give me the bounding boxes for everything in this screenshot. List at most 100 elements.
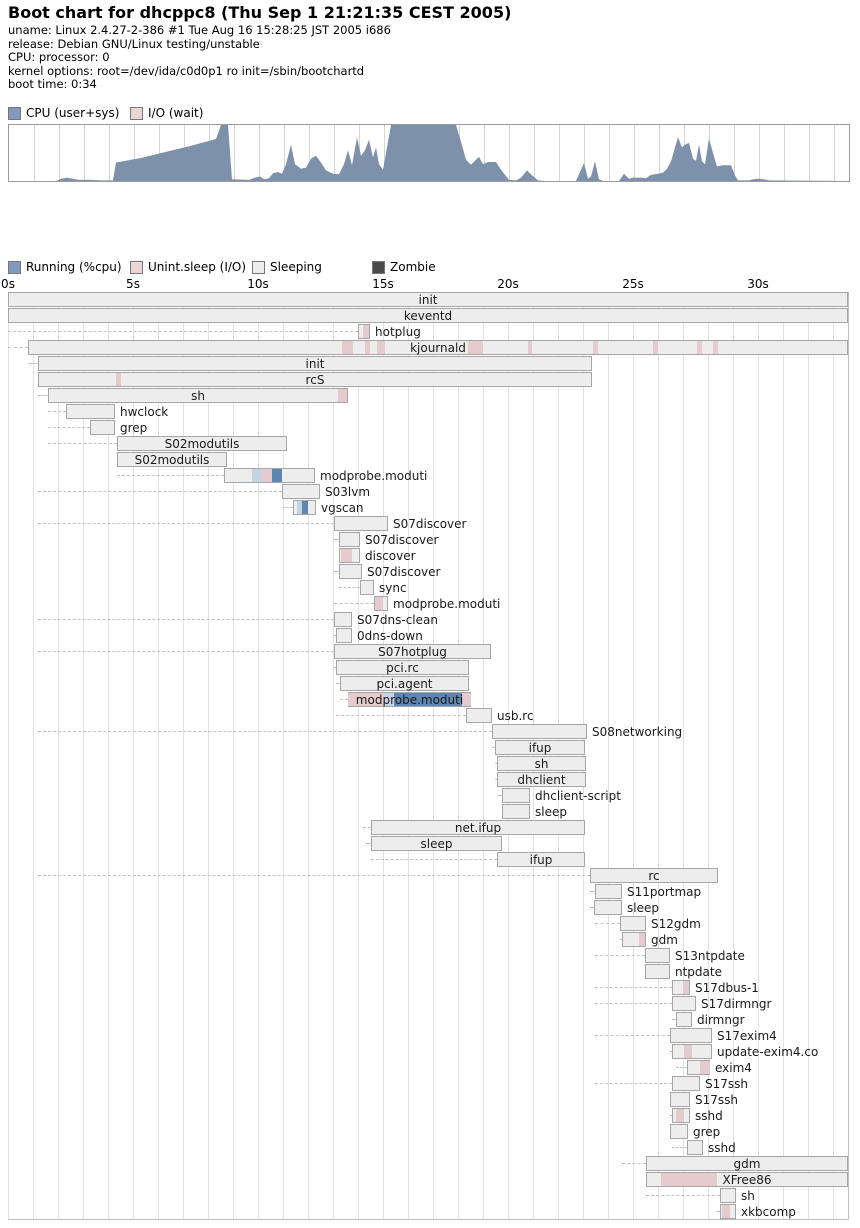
process-row: S02modutils (0, 436, 860, 452)
process-label: S17ssh (695, 1093, 738, 1107)
process-bar (38, 372, 592, 387)
process-row: S07dns-clean (0, 612, 860, 628)
process-gantt-chart: init keventd hotplug kjournald init rcS sh hwcl… (0, 292, 860, 1220)
io-wait-segment (375, 597, 383, 610)
process-row: modprobe.moduti (0, 596, 860, 612)
legend-item: CPU (user+sys) (8, 106, 119, 120)
io-wait-segment (700, 1061, 710, 1074)
process-row: pci.agent (0, 676, 860, 692)
time-tick-label: 30s (747, 277, 769, 291)
legend-swatch-icon (372, 260, 385, 274)
legend-label: Running (%cpu) (26, 260, 122, 274)
process-row: S07hotplug (0, 644, 860, 660)
io-wait-segment (468, 341, 483, 354)
process-row: S07discover (0, 564, 860, 580)
process-label: S07hotplug (378, 645, 447, 659)
process-label: sleep (420, 837, 453, 851)
process-row: S17dirmngr (0, 996, 860, 1012)
process-row: S07discover (0, 532, 860, 548)
legend-item: Sleeping (252, 260, 322, 274)
process-row: ifup (0, 852, 860, 868)
parent-connector-line (595, 1035, 670, 1036)
running-segment (252, 469, 262, 482)
parent-connector-line (282, 507, 293, 508)
process-row: S17ssh (0, 1092, 860, 1108)
running-segment (384, 693, 394, 706)
process-bar (670, 1092, 690, 1107)
process-label: pci.rc (386, 661, 419, 675)
io-wait-segment (462, 693, 471, 706)
io-wait-segment (341, 549, 352, 562)
process-bar (720, 1188, 736, 1203)
process-row: init (0, 356, 860, 372)
process-bar (339, 548, 360, 563)
process-row: xkbcomp (0, 1204, 860, 1220)
process-row: dhclient-script (0, 788, 860, 804)
process-bar (502, 788, 530, 803)
process-bar (672, 1076, 700, 1091)
io-wait-segment (697, 341, 702, 354)
process-label: S17dbus-1 (695, 981, 759, 995)
process-row: XFree86 (0, 1172, 860, 1188)
process-bar (224, 468, 315, 483)
process-row: keventd (0, 308, 860, 324)
process-bar (672, 1108, 690, 1123)
process-bar (117, 452, 227, 467)
process-bar (336, 660, 469, 675)
process-bar (594, 900, 622, 915)
process-label: S07discover (393, 517, 467, 531)
process-bar (720, 1204, 736, 1219)
process-bar (293, 500, 316, 515)
process-row: gdm (0, 1156, 860, 1172)
process-row: S13ntpdate (0, 948, 860, 964)
cpu-utilization-chart (8, 124, 850, 182)
parent-connector-line (336, 683, 340, 684)
process-label: S17dirmngr (701, 997, 772, 1011)
parent-connector-line (497, 795, 502, 796)
process-label: S03lvm (325, 485, 371, 499)
legend-label: I/O (wait) (148, 106, 204, 120)
process-bar (371, 836, 502, 851)
time-tick-label: 15s (372, 277, 394, 291)
process-row: S17dbus-1 (0, 980, 860, 996)
process-label: S07dns-clean (357, 613, 438, 627)
process-label: dirmngr (697, 1013, 745, 1027)
process-label: hotplug (375, 325, 421, 339)
process-label: S02modutils (164, 437, 240, 451)
io-wait-segment (116, 373, 121, 386)
process-row: sshd (0, 1108, 860, 1124)
process-row: modprobe.moduti (0, 692, 860, 708)
process-bar (334, 516, 388, 531)
process-label: sleep (535, 805, 567, 819)
parent-connector-line (670, 1051, 672, 1052)
parent-connector-line (48, 411, 66, 412)
process-label: hwclock (120, 405, 169, 419)
system-info-line: kernel options: root=/dev/ida/c0d0p1 ro … (8, 63, 365, 78)
process-row: sleep (0, 900, 860, 916)
process-bar (334, 644, 491, 659)
process-bar (360, 580, 374, 595)
process-bar (672, 1044, 712, 1059)
process-row: 0dns-down (0, 628, 860, 644)
process-bar (339, 532, 360, 547)
legend-swatch-icon (130, 106, 143, 120)
process-row: dhclient (0, 772, 860, 788)
parent-connector-line (8, 331, 358, 332)
process-label: grep (693, 1125, 721, 1139)
process-bar (620, 916, 646, 931)
parent-connector-line (595, 987, 672, 988)
process-bar (466, 708, 492, 723)
process-label: S12gdm (651, 917, 701, 931)
parent-connector-line (363, 827, 371, 828)
process-label: sh (741, 1189, 755, 1203)
process-row: sshd (0, 1140, 860, 1156)
parent-connector-line (334, 571, 339, 572)
process-label: rc (648, 869, 660, 883)
parent-connector-line (48, 443, 117, 444)
io-wait-segment (348, 693, 384, 706)
process-label: S02modutils (134, 453, 210, 467)
process-row: exim4 (0, 1060, 860, 1076)
io-wait-segment (363, 325, 369, 338)
process-row: init (0, 292, 860, 308)
legend-label: CPU (user+sys) (26, 106, 120, 120)
